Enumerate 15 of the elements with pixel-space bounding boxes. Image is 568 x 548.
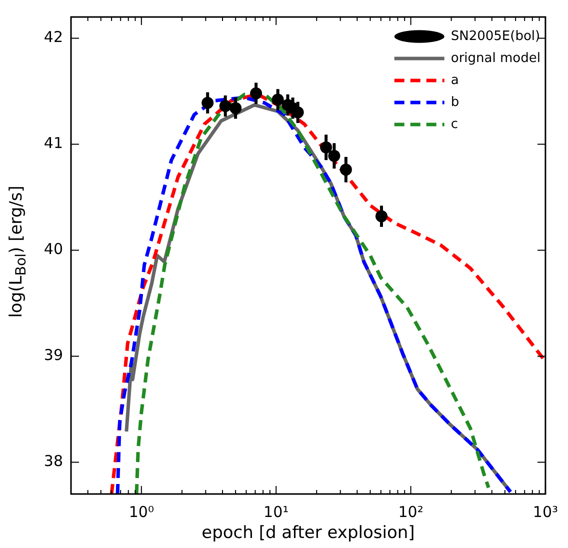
legend-label: c (450, 116, 458, 132)
y-tick-label: 38 (44, 452, 63, 470)
legend-label: a (450, 72, 459, 88)
y-tick-label: 39 (44, 346, 63, 364)
legend-label: orignal model (450, 50, 540, 66)
legend-label: b (450, 94, 460, 110)
x-tick-label: 10¹ (264, 502, 289, 521)
x-tick-label: 10⁰ (128, 502, 154, 521)
y-tick-label: 41 (44, 134, 63, 152)
y-tick-label: 42 (44, 28, 63, 46)
x-axis-title: epoch [d after explosion] (202, 523, 415, 544)
y-tick-label: 40 (44, 240, 63, 258)
x-tick-label: 10² (398, 502, 424, 521)
legend-label: SN2005E(bol) (450, 28, 540, 44)
x-tick-label: 10³ (532, 502, 558, 521)
